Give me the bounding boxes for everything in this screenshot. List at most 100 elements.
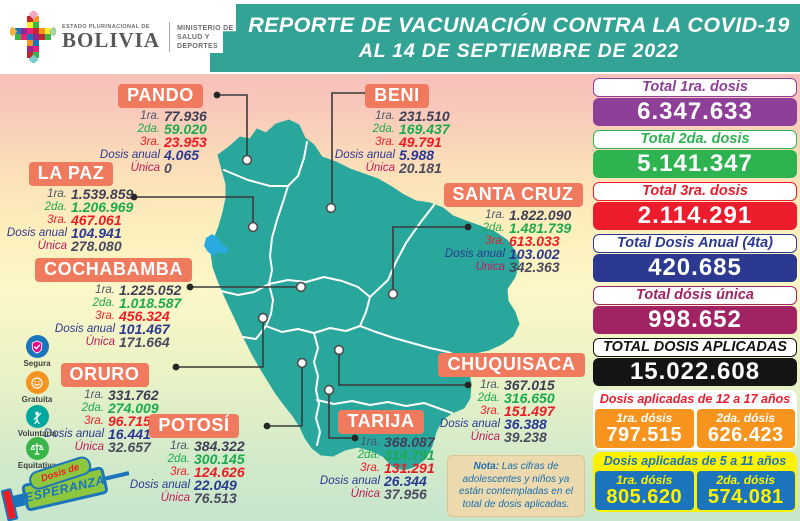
total-1ra-dosis: Total 1ra. dosis 6.347.633 — [593, 78, 797, 126]
dept-name-label: POTOSÍ — [149, 414, 239, 438]
dept-block-beni: BENI 1ra. 231.510 2da. 169.437 3ra. 49.791 Dosi… — [333, 84, 461, 175]
dept-name-label: COCHABAMBA — [35, 258, 192, 282]
dept-block-pando: PANDO 1ra. 77.936 2da. 59.020 3ra. 23.953 Dosis… — [98, 84, 223, 175]
ministry-label: MINISTERIO DE SALUD Y DEPORTES — [177, 24, 234, 50]
dept-stat-annual: Dosis anual 16.441 — [43, 426, 151, 442]
dept-stat-annual: Dosis anual 104.941 — [6, 225, 122, 241]
dept-stat-second: 2da. 316.650 — [477, 390, 555, 406]
total-2da-dosis: Total 2da. dosis 5.141.347 — [593, 130, 797, 178]
total-value: 998.652 — [593, 306, 797, 334]
dept-stat-first: 1ra. 384.322 — [170, 438, 245, 454]
dept-stat-single: Única 32.657 — [74, 439, 151, 455]
dept-stat-third: 3ra. 467.061 — [47, 212, 122, 228]
dept-name-label: PANDO — [118, 84, 203, 108]
dept-stat-first: 1ra. 1.822.090 — [485, 207, 572, 223]
dept-stat-first: 1ra. 77.936 — [140, 108, 207, 124]
total-value: 5.141.347 — [593, 150, 797, 178]
dept-stat-third: 3ra. 131.291 — [360, 460, 435, 476]
principle-segura: Segura — [8, 335, 66, 368]
dept-stat-second: 2da. 169.437 — [372, 121, 450, 137]
total-value: 2.114.291 — [593, 202, 797, 230]
lake-titicaca — [204, 234, 228, 256]
dept-stat-annual: Dosis anual 26.344 — [319, 473, 427, 489]
age-cell: 2da. dósis 574.081 — [696, 471, 795, 510]
map-markers — [241, 154, 399, 396]
dept-stat-first: 1ra. 1.539.859 — [47, 186, 134, 202]
dept-stat-single: Única 171.664 — [85, 334, 170, 350]
age-panel-12-17: Dosis aplicadas de 12 a 17 años 1ra. dós… — [593, 390, 797, 450]
dept-stat-second: 2da. 1.206.969 — [44, 199, 134, 215]
dept-stat-third: 3ra. 613.033 — [485, 233, 560, 249]
total-header: Total dósis única — [593, 286, 797, 305]
dept-name-label: CHUQUISACA — [438, 353, 585, 377]
dept-block-tarija: TARIJA 1ra. 368.087 2da. 314.791 3ra. 131.291 D… — [318, 410, 444, 501]
smiley-icon — [25, 371, 49, 394]
total-header: Total 1ra. dosis — [593, 78, 797, 97]
dept-stat-third: 3ra. 49.791 — [375, 134, 442, 150]
dept-stat-single: Única 20.181 — [365, 160, 442, 176]
total-dosis-anual: Total Dosis Anual (4ta) 420.685 — [593, 234, 797, 282]
total-header: Total 2da. dosis — [593, 130, 797, 149]
dept-stat-single: Única 278.080 — [37, 238, 122, 254]
dept-block-la-paz: LA PAZ 1ra. 1.539.859 2da. 1.206.969 3ra. 467.… — [5, 162, 137, 253]
principle-voluntaria: Voluntaria — [8, 405, 66, 438]
header-logo: ESTADO PLURINACIONAL DE BOLIVIA MINISTER… — [10, 8, 240, 66]
dept-block-cochabamba: COCHABAMBA 1ra. 1.225.052 2da. 1.018.587 3ra.… — [35, 258, 192, 350]
dept-stat-single: Única 342.363 — [475, 259, 560, 275]
total-header: Total Dosis Anual (4ta) — [593, 234, 797, 253]
dept-stat-annual: Dosis anual 22.049 — [129, 477, 237, 493]
age-cell: 1ra. dósis 805.620 — [595, 471, 694, 510]
dept-stat-third: 3ra. 124.626 — [170, 464, 245, 480]
dept-stat-second: 2da. 274.009 — [81, 400, 159, 416]
person-raising-hand-icon — [25, 405, 49, 428]
shield-check-icon — [25, 335, 49, 358]
totals-panel: Total 1ra. dosis 6.347.633 Total 2da. do… — [593, 78, 797, 390]
total-value: 6.347.633 — [593, 98, 797, 126]
dept-stat-second: 2da. 300.145 — [167, 451, 245, 467]
dept-stat-annual: Dosis anual 103.002 — [444, 246, 560, 262]
dept-stat-single: Única 76.513 — [160, 490, 237, 506]
dept-stat-third: 3ra. 151.497 — [480, 403, 555, 419]
age-panel-title: Dosis aplicadas de 12 a 17 años — [595, 392, 795, 407]
dept-name-label: BENI — [365, 84, 429, 108]
note-box: Nota: Las cifras de adolescentes y niños… — [447, 455, 585, 517]
dept-stat-annual: Dosis anual 4.065 — [99, 147, 200, 163]
dept-name-label: ORURO — [60, 363, 149, 387]
dept-stat-single: Única 37.956 — [350, 486, 427, 502]
logo-country-small: ESTADO PLURINACIONAL DE — [62, 24, 150, 30]
dept-name-label: SANTA CRUZ — [443, 183, 583, 207]
bolivia-coat-cross-icon — [10, 11, 56, 63]
dept-stat-second: 2da. 1.481.739 — [482, 220, 572, 236]
dept-block-oruro: ORURO 1ra. 331.762 2da. 274.009 3ra. 96.715 Dos… — [42, 363, 167, 454]
total-header: Total 3ra. dosis — [593, 182, 797, 201]
dept-stat-second: 2da. 314.791 — [357, 447, 435, 463]
dept-stat-first: 1ra. 368.087 — [360, 434, 435, 450]
dept-stat-first: 1ra. 1.225.052 — [95, 282, 182, 298]
dept-name-label: LA PAZ — [28, 162, 114, 186]
dept-stat-first: 1ra. 331.762 — [84, 387, 159, 403]
dept-stat-third: 3ra. 23.953 — [140, 134, 207, 150]
total-dosis-unica: Total dósis única 998.652 — [593, 286, 797, 334]
dept-stat-second: 2da. 1.018.587 — [92, 295, 182, 311]
total-dosis-aplicadas: TOTAL DOSIS APLICADAS 15.022.608 — [593, 338, 797, 386]
balance-scale-icon — [25, 437, 49, 460]
principle-equitativa: Equitativa — [8, 437, 66, 470]
total-3ra-dosis: Total 3ra. dosis 2.114.291 — [593, 182, 797, 230]
dept-stat-single: Única 39.238 — [470, 429, 547, 445]
total-value: 15.022.608 — [593, 358, 797, 386]
dept-block-chuquisaca: CHUQUISACA 1ra. 367.015 2da. 316.650 3ra. 151.… — [438, 353, 585, 444]
dept-block-potosi: POTOSÍ 1ra. 384.322 2da. 300.145 3ra. 124.626 D… — [128, 414, 260, 505]
syringe-needle — [105, 471, 130, 481]
logo-divider — [169, 22, 171, 52]
dept-stat-third: 3ra. 96.715 — [84, 413, 151, 429]
age-cell: 1ra. dósis 797.515 — [595, 409, 694, 448]
dept-stat-second: 2da. 59.020 — [137, 121, 207, 137]
principle-gratuita: Gratuita — [8, 371, 66, 404]
dept-stat-third: 3ra. 456.324 — [95, 308, 170, 324]
dept-stat-first: 1ra. 367.015 — [480, 377, 555, 393]
dept-name-label: TARIJA — [338, 410, 424, 434]
connector-lines — [134, 92, 468, 439]
bolivia-wordmark: BOLIVIA — [62, 28, 161, 52]
age-panel-5-11: Dosis aplicadas de 5 a 11 años 1ra. dósi… — [593, 452, 797, 512]
